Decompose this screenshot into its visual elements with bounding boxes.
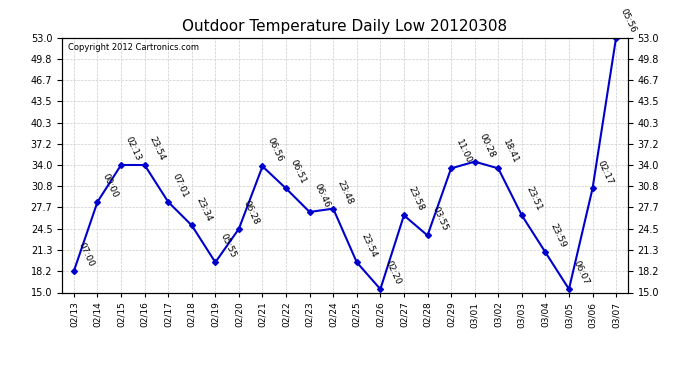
Text: 23:54: 23:54 — [148, 135, 166, 162]
Text: 06:28: 06:28 — [241, 199, 261, 226]
Text: 23:54: 23:54 — [359, 232, 379, 260]
Text: 00:28: 00:28 — [477, 132, 497, 159]
Text: 07:00: 07:00 — [77, 241, 96, 268]
Text: 02:13: 02:13 — [124, 135, 143, 162]
Text: 05:56: 05:56 — [619, 8, 638, 35]
Title: Outdoor Temperature Daily Low 20120308: Outdoor Temperature Daily Low 20120308 — [182, 18, 508, 33]
Text: 02:17: 02:17 — [595, 159, 614, 186]
Text: 05:55: 05:55 — [218, 232, 237, 260]
Text: 23:51: 23:51 — [524, 185, 544, 213]
Text: 06:51: 06:51 — [289, 159, 308, 186]
Text: 18:41: 18:41 — [501, 138, 520, 166]
Text: 06:46: 06:46 — [313, 182, 331, 209]
Text: 23:58: 23:58 — [406, 185, 426, 213]
Text: 23:34: 23:34 — [195, 196, 213, 223]
Text: 11:00: 11:00 — [454, 138, 473, 166]
Text: 02:20: 02:20 — [383, 260, 402, 286]
Text: 03:55: 03:55 — [431, 206, 449, 232]
Text: Copyright 2012 Cartronics.com: Copyright 2012 Cartronics.com — [68, 43, 199, 52]
Text: 23:48: 23:48 — [336, 179, 355, 206]
Text: 07:01: 07:01 — [171, 172, 190, 199]
Text: 06:07: 06:07 — [572, 259, 591, 286]
Text: 06:56: 06:56 — [265, 136, 284, 164]
Text: 23:59: 23:59 — [548, 222, 567, 249]
Text: 00:00: 00:00 — [100, 172, 119, 199]
